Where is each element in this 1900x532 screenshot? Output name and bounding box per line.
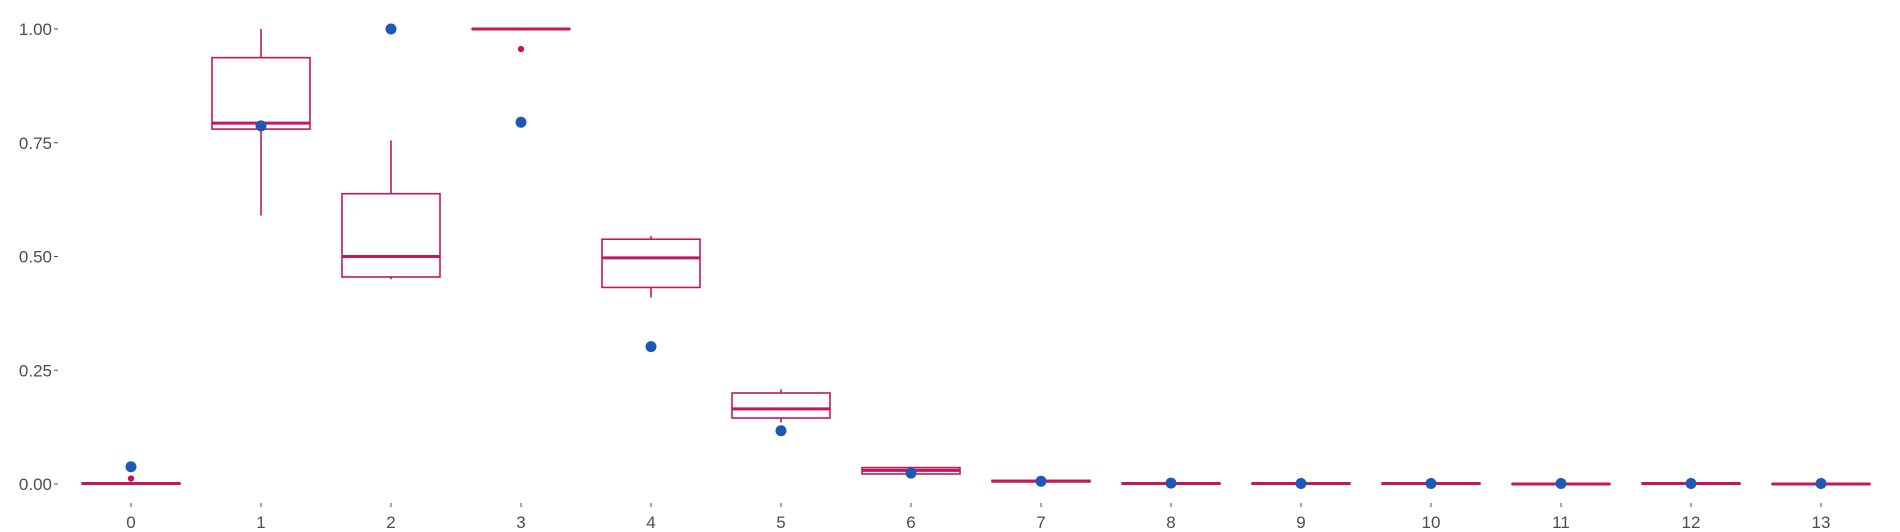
point-3 <box>515 116 527 128</box>
x-tick-label: 1 <box>256 513 265 532</box>
point-1 <box>255 120 267 132</box>
x-tick-label: 3 <box>516 513 525 532</box>
point-13 <box>1815 478 1827 490</box>
x-tick-label: 7 <box>1036 513 1045 532</box>
box-3 <box>471 27 571 53</box>
x-tick-label: 9 <box>1296 513 1305 532</box>
x-tick-label: 4 <box>646 513 655 532</box>
point-8 <box>1165 477 1177 489</box>
point-6 <box>905 467 917 479</box>
x-axis: 0 1 2 3 4 5 6 7 8 9 10 11 12 13 <box>126 503 1830 532</box>
box-2 <box>341 140 441 280</box>
point-series <box>125 23 1827 490</box>
point-10 <box>1425 478 1437 490</box>
x-tick-label: 0 <box>126 513 135 532</box>
point-5 <box>775 425 787 437</box>
point-9 <box>1295 478 1307 490</box>
y-tick-label: 0.50 <box>19 248 52 267</box>
box-body <box>601 238 701 289</box>
y-tick-label: 0.00 <box>19 475 52 494</box>
x-tick-label: 8 <box>1166 513 1175 532</box>
point-12 <box>1685 478 1697 490</box>
box-5 <box>731 389 831 423</box>
x-tick-label: 12 <box>1682 513 1701 532</box>
box-0 <box>81 475 181 486</box>
x-tick-label: 6 <box>906 513 915 532</box>
box-body <box>341 192 441 278</box>
box-4 <box>601 236 701 298</box>
x-tick-label: 5 <box>776 513 785 532</box>
x-tick-label: 13 <box>1812 513 1831 532</box>
y-tick-label: 0.25 <box>19 361 52 380</box>
box-body <box>731 392 831 419</box>
box-series <box>81 27 1871 486</box>
y-axis: 0.00 0.25 0.50 0.75 1.00 <box>19 20 58 494</box>
point-4 <box>645 341 657 353</box>
point-2 <box>385 23 397 35</box>
x-tick-label: 11 <box>1552 513 1570 532</box>
point-11 <box>1555 478 1567 490</box>
point-0 <box>125 461 137 473</box>
x-tick-label: 10 <box>1422 513 1441 532</box>
point-7 <box>1035 475 1047 487</box>
y-tick-label: 1.00 <box>19 20 52 39</box>
box-outlier <box>517 45 525 53</box>
x-tick-label: 2 <box>386 513 395 532</box>
box-outlier <box>127 475 135 482</box>
box-body <box>211 56 311 130</box>
y-tick-label: 0.75 <box>19 134 52 153</box>
